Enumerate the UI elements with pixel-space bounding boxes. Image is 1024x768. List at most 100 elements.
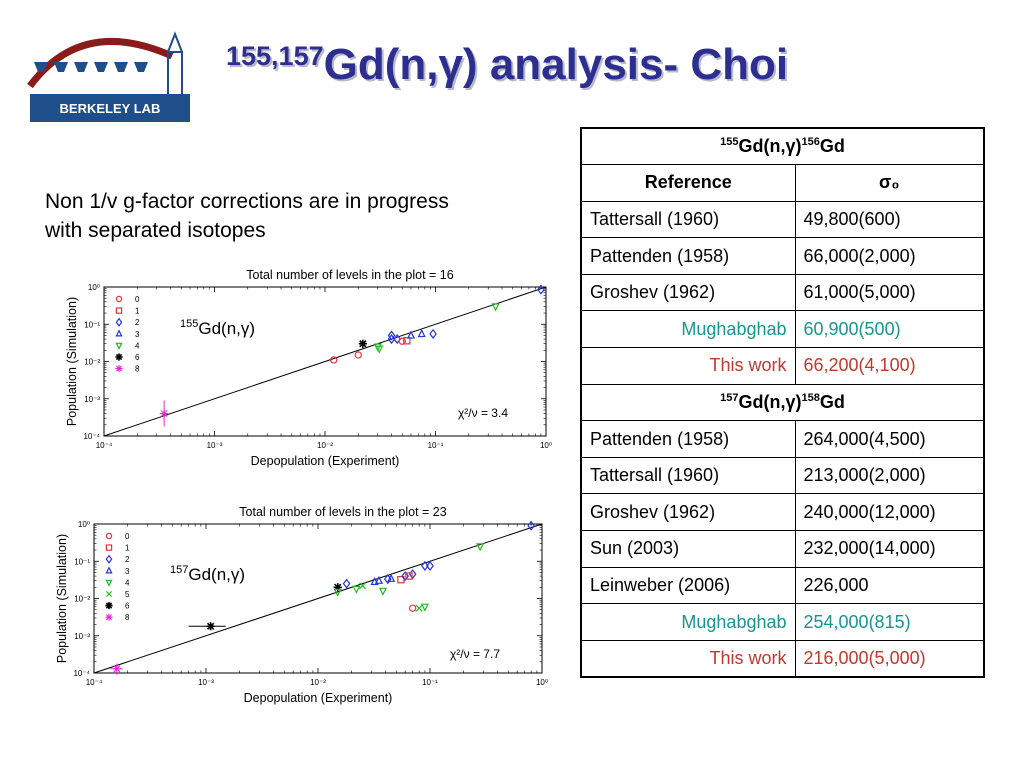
y-tick-label: 10⁰ [78,520,90,529]
data-point [333,588,342,597]
point-marker [206,622,215,631]
point-marker [333,588,342,597]
cross-section-table: 155Gd(n,γ)156Gd Reference σ₀ Tattersall (19… [580,127,985,678]
column-header-sigma: σ₀ [794,164,985,202]
table-row: Leinweber (2006) 226,000 [580,566,985,605]
legend-label: 2 [135,318,140,327]
legend-marker [105,602,113,610]
legend-marker [105,554,113,564]
data-point [415,604,423,612]
x-tick-label: 10⁰ [536,678,548,687]
data-point [354,351,362,359]
sigma-cell: 66,200(4,100) [794,347,985,385]
gd155-population-plot: Total number of levels in the plot = 16 1… [65,268,552,468]
data-point [159,400,169,427]
data-point [359,582,367,590]
point-marker [393,333,402,345]
heading-part-sup2: 156 [801,136,820,149]
legend-entry: 8 [115,365,140,374]
point-marker [397,575,405,584]
point-marker [387,333,396,345]
point-marker [378,587,388,596]
reaction-label-sup: 155 [180,318,198,330]
reference-cell: Pattenden (1958) [580,237,796,275]
table-row: Groshev (1962) 61,000(5,000) [580,273,985,312]
reaction-label-sup: 157 [170,564,188,576]
data-point [527,520,535,531]
table-row: Pattenden (1958) 264,000(4,500) [580,420,985,458]
sigma-cell: 60,900(500) [794,310,985,349]
column-header-reference: Reference [580,164,796,202]
data-point [358,339,367,348]
data-point [387,573,396,582]
point-marker [403,337,411,345]
y-tick-label: 10⁻⁴ [83,432,100,441]
point-marker [398,337,406,345]
legend-entry: 2 [115,317,140,327]
y-tick-label: 10⁻³ [74,632,90,641]
title-main: Gd(n,γ) analysis- Choi [323,40,789,89]
chart-title: Total number of levels in the plot = 23 [239,505,446,519]
legend-label: 3 [135,330,140,339]
legend-entry: 1 [115,307,140,316]
data-point [342,578,351,589]
legend-label: 6 [135,353,140,362]
heading-part-sup1: 155 [720,136,739,149]
legend-entry: 6 [115,353,140,362]
legend-entry: 6 [105,602,130,611]
x-axis-label: Depopulation (Experiment) [244,691,393,705]
page-title: 155,157Gd(n,γ) analysis- Choi [226,40,788,90]
table-row: Sun (2003) 232,000(14,000) [580,530,985,568]
data-point [405,572,413,580]
x-axis-label: Depopulation (Experiment) [251,454,400,468]
sigma-cell: 216,000(5,000) [794,639,985,678]
legend-entry: 0 [105,532,130,541]
legend-entry: 8 [105,613,130,622]
legend-entry: 0 [115,295,140,304]
table-row: Pattenden (1958) 66,000(2,000) [580,237,985,275]
reaction-heading: 157Gd(n,γ)158Gd [580,383,985,422]
x-tick-label: 10⁻² [310,678,326,687]
sigma-cell: 66,000(2,000) [794,237,985,275]
data-point [330,356,338,364]
title-superscript: 155,157 [226,41,324,71]
reference-cell: Pattenden (1958) [580,420,796,458]
legend-entry: 1 [105,544,130,553]
legend-label: 0 [135,295,140,304]
legend-marker [115,342,123,350]
gd155-heading-row: 155Gd(n,γ)156Gd [580,127,985,166]
data-point [374,575,384,584]
y-tick-label: 10⁰ [88,283,100,292]
data-point [333,583,342,592]
legend-label: 3 [125,567,130,576]
heading-part-end: Gd [819,136,845,157]
berkeley-lab-logo: BERKELEY LAB [27,31,190,122]
data-point [387,330,396,341]
table-row: Tattersall (1960) 213,000(2,000) [580,456,985,495]
point-marker [476,543,485,552]
reference-cell: Sun (2003) [580,530,796,568]
legend-label: 8 [135,365,140,374]
legend-marker [115,329,123,337]
legend-entry: 4 [105,578,130,587]
heading-part-sup2: 158 [801,391,820,404]
legend-entry: 3 [115,329,140,339]
y-tick-label: 10⁻² [84,358,100,367]
chi-square-label: χ²/ν = 3.4 [458,406,508,420]
heading-part-mid: Gd(n,γ) [738,136,802,157]
data-point [352,585,361,594]
legend-entry: 5 [105,590,130,599]
reference-cell: Mughabghab [580,310,796,349]
reaction-heading: 155Gd(n,γ)156Gd [580,127,985,166]
legend-label: 5 [125,590,130,599]
x-tick-label: 10⁻² [317,441,333,450]
sigma-cell: 232,000(14,000) [794,530,985,568]
table-row: Tattersall (1960) 49,800(600) [580,200,985,239]
data-point [476,543,485,552]
y-tick-label: 10⁻¹ [84,320,100,329]
reference-cell: Groshev (1962) [580,273,796,312]
point-marker [426,560,434,571]
legend-entry: 3 [105,566,130,576]
legend-marker [105,544,113,551]
data-point [420,603,429,612]
